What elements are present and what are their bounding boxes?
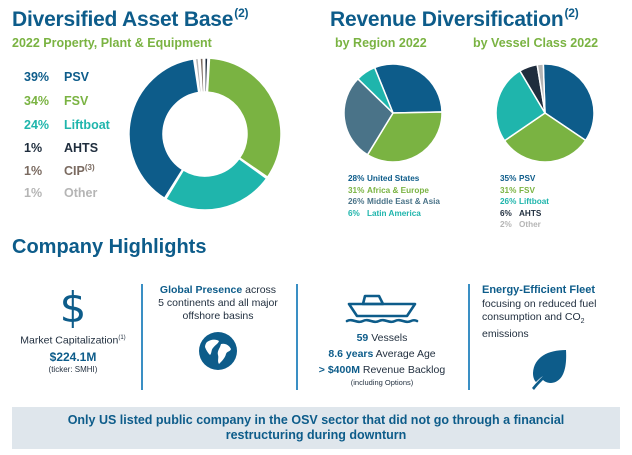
region-slice-middle-east-asia xyxy=(343,77,394,156)
vessel-legend-label: Liftboat xyxy=(519,197,550,206)
region-legend-label: Africa & Europe xyxy=(367,185,429,195)
dollar-icon: $ xyxy=(59,283,87,332)
asset-legend-pct: 1% xyxy=(24,186,43,200)
asset-legend-pct: 1% xyxy=(24,141,43,155)
asset-legend-item: 34% FSV xyxy=(24,94,88,108)
vessel-subtitle: by Vessel Class 2022 xyxy=(473,36,599,50)
revenue-backlog: > $400M Revenue Backlog xyxy=(318,364,446,376)
donut-slice-other xyxy=(194,57,203,94)
vessel-legend-label: FSV xyxy=(519,185,535,195)
asset-legend-item: 39% PSV xyxy=(24,70,89,84)
asset-legend-item: 24% Liftboat xyxy=(24,118,110,132)
asset-legend-label: Liftboat xyxy=(64,118,110,132)
asset-base-title: Diversified Asset Base(2) xyxy=(12,6,249,31)
region-subtitle: by Region 2022 xyxy=(335,36,427,50)
divider-1 xyxy=(141,284,143,390)
region-legend-pct: 26% xyxy=(348,197,365,206)
vessel-legend-item: 2% Other xyxy=(500,220,541,229)
region-pie-chart xyxy=(343,63,443,163)
donut-slice-fsv xyxy=(206,57,282,179)
vessel-legend-item: 35% PSV xyxy=(500,174,535,183)
region-legend-item: 26% Middle East & Asia xyxy=(348,197,440,206)
region-legend-label: Middle East & Asia xyxy=(367,197,440,206)
market-cap-label: Market Capitalization(1) xyxy=(20,334,126,347)
asset-legend-label: CIP xyxy=(64,164,85,178)
asset-legend-item: 1% CIP(3) xyxy=(24,163,95,178)
region-slice-united-states xyxy=(373,63,443,114)
leaf-icon xyxy=(532,350,567,391)
energy-title: Energy-Efficient Fleet xyxy=(482,284,596,296)
vessel-legend-label: Other xyxy=(519,220,541,229)
vessel-legend-label: AHTS xyxy=(519,208,542,218)
region-legend-pct: 28% xyxy=(348,174,365,183)
bottom-banner: Only US listed public company in the OSV… xyxy=(12,407,620,449)
vessel-legend-pct: 26% xyxy=(500,197,517,206)
asset-legend-pct: 39% xyxy=(24,70,50,84)
donut-slice-liftboat xyxy=(164,157,268,211)
global-presence-text: Global Presence across 5 continents and … xyxy=(158,284,278,322)
energy-text: focusing on reduced fuel consumption and… xyxy=(482,298,597,341)
asset-legend-pct: 1% xyxy=(24,164,43,178)
vessels-count: 59 Vessels xyxy=(356,332,408,344)
region-legend-item: 31% Africa & Europe xyxy=(348,186,429,195)
vessel-legend-pct: 6% xyxy=(500,208,512,218)
ticker-text: (ticker: SMHI) xyxy=(48,364,98,374)
asset-base-donut-chart xyxy=(128,57,282,211)
market-cap-panel: $ Market Capitalization(1) $224.1M (tick… xyxy=(12,284,134,404)
asset-legend-item: 1% Other xyxy=(24,186,97,200)
asset-legend-label: Other xyxy=(64,186,98,200)
average-age: 8.6 years Average Age xyxy=(328,348,436,360)
region-legend-label: United States xyxy=(367,174,420,183)
market-cap-value: $224.1M xyxy=(49,349,97,364)
region-legend-pct: 31% xyxy=(348,185,365,195)
asset-legend-label: PSV xyxy=(64,70,90,84)
vessel-legend-pct: 2% xyxy=(500,220,512,229)
region-legend-item: 28% United States xyxy=(348,174,419,183)
fleet-panel: 59 Vessels 8.6 years Average Age > $400M… xyxy=(302,284,462,404)
divider-3 xyxy=(468,284,470,390)
vessel-slice-other xyxy=(536,63,546,114)
asset-legend-sup: (3) xyxy=(84,163,95,172)
donut-slice-ahts xyxy=(203,57,209,93)
donut-slice-cip xyxy=(199,57,205,93)
ship-icon xyxy=(345,294,419,324)
region-legend-item: 6% Latin America xyxy=(348,209,421,218)
donut-slice-psv xyxy=(128,57,200,200)
global-presence-panel: Global Presence across 5 continents and … xyxy=(148,284,288,404)
asset-legend-item: 1% AHTS xyxy=(24,141,98,155)
region-legend-pct: 6% xyxy=(348,208,360,218)
backlog-note: (including Options) xyxy=(350,378,414,387)
energy-panel: Energy-Efficient Fleet focusing on reduc… xyxy=(472,284,622,404)
asset-legend-label: FSV xyxy=(64,94,89,108)
asset-base-subtitle: 2022 Property, Plant & Equipment xyxy=(12,36,212,50)
vessel-legend-item: 6% AHTS xyxy=(500,209,541,218)
vessel-slice-fsv xyxy=(503,112,587,163)
vessel-slice-psv xyxy=(542,63,595,142)
asset-legend-pct: 34% xyxy=(24,94,50,108)
divider-2 xyxy=(296,284,298,390)
vessel-legend-item: 31% FSV xyxy=(500,186,535,195)
asset-legend-label: AHTS xyxy=(64,141,99,155)
vessel-pie-chart xyxy=(495,63,595,163)
vessel-legend-item: 26% Liftboat xyxy=(500,197,549,206)
vessel-slice-liftboat xyxy=(495,69,547,142)
region-slice-latin-america xyxy=(356,66,394,114)
highlights-title: Company Highlights xyxy=(12,236,207,258)
vessel-legend-pct: 31% xyxy=(500,185,517,195)
banner-text: Only US listed public company in the OSV… xyxy=(67,413,565,442)
asset-legend-pct: 24% xyxy=(24,118,50,132)
vessel-legend-label: PSV xyxy=(519,174,536,183)
revenue-title: Revenue Diversification(2) xyxy=(330,6,579,31)
region-legend-label: Latin America xyxy=(367,208,421,218)
vessel-legend-pct: 35% xyxy=(500,174,517,183)
globe-icon xyxy=(199,332,237,370)
